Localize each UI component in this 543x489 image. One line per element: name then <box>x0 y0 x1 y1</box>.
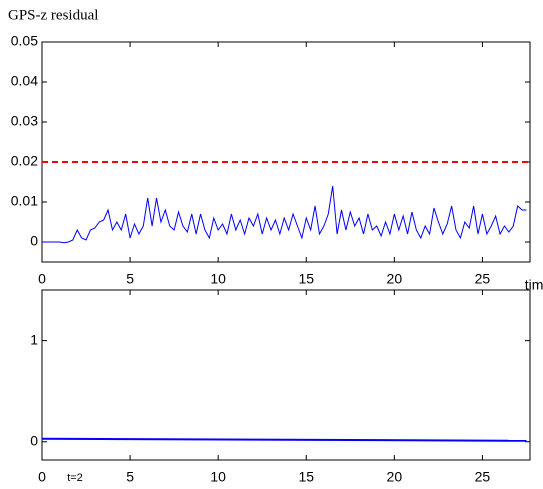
data-line <box>42 185 527 244</box>
x-tick-label: 15 <box>298 271 314 287</box>
x-tick-label: 15 <box>298 469 314 485</box>
x-tick-label: 20 <box>387 271 403 287</box>
y-tick-label: 0.03 <box>11 113 38 129</box>
x-axis-label: time <box>525 277 543 293</box>
y-tick-label: 0.02 <box>11 153 38 169</box>
y-tick-label: 0.05 <box>11 33 38 49</box>
y-tick-label: 0.01 <box>11 193 38 209</box>
x-tick-label: 5 <box>126 469 134 485</box>
annotation: t=2 <box>67 472 83 484</box>
x-tick-label: 25 <box>475 271 491 287</box>
x-tick-label: 0 <box>38 469 46 485</box>
x-tick-label: 5 <box>126 271 134 287</box>
plot-frame <box>41 41 531 263</box>
chart-title: GPS-z residual <box>8 7 98 23</box>
x-tick-label: 25 <box>475 469 491 485</box>
y-tick-label: 0 <box>30 432 38 448</box>
y-tick-label: 1 <box>30 331 38 347</box>
plot-frame <box>41 289 531 461</box>
y-tick-label: 0 <box>30 233 38 249</box>
x-tick-label: 10 <box>210 271 226 287</box>
x-tick-label: 20 <box>387 469 403 485</box>
data-line <box>41 437 527 442</box>
y-tick-label: 0.04 <box>11 73 38 89</box>
x-tick-label: 0 <box>38 271 46 287</box>
x-tick-label: 10 <box>210 469 226 485</box>
